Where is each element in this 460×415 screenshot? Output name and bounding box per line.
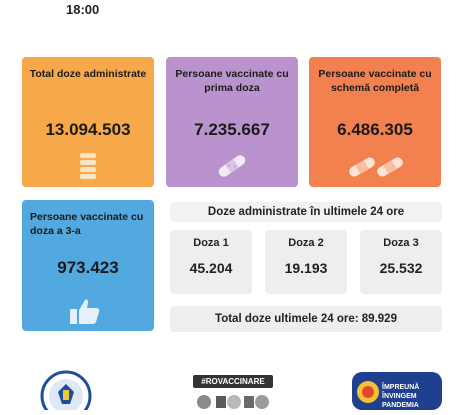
total-last24h: Total doze ultimele 24 ore: 89.929 [170,306,442,332]
first-dose-value: 7.235.667 [194,120,270,139]
government-seal-logo [40,370,92,415]
third-dose-label: Persoane vaccinate cu doza a 3-a [30,211,144,237]
campaign-tag: #ROVACCINARE [193,375,273,388]
double-bandage-icon [347,153,405,186]
thumbs-up-icon [68,296,102,331]
dose-2-value: 19.193 [284,260,328,276]
badge-line-2: ÎNVINGEM [382,393,417,400]
dose-2-label: Doza 2 [288,237,324,249]
dose-1-value: 45.204 [189,260,233,276]
last24h-title: Doze administrate în ultimele 24 ore [170,202,442,222]
dose-1-box: Doza 1 45.204 [170,230,252,294]
total-doses-label: Total doze administrate [29,68,147,80]
full-schema-card: Persoane vaccinate cu schemă completă 6.… [309,57,441,187]
first-dose-card: Persoane vaccinate cu prima doza 7.235.6… [166,57,298,187]
update-time: 18:00 [66,2,100,17]
dose-3-box: Doza 3 25.532 [360,230,442,294]
dose-1-label: Doza 1 [193,237,229,249]
third-dose-value: 973.423 [57,258,119,277]
dose-3-value: 25.532 [379,260,423,276]
dose-2-box: Doza 2 19.193 [265,230,347,294]
campaign-badge-logo [352,372,442,415]
vial-stack-icon [78,151,98,186]
first-dose-label: Persoane vaccinate cu prima doza [175,68,289,94]
total-doses-value: 13.094.503 [45,120,131,139]
badge-line-1: ÎMPREUNĂ [382,384,420,391]
third-dose-card: Persoane vaccinate cu doza a 3-a 973.423 [22,200,154,331]
full-schema-label: Persoane vaccinate cu schemă completă [318,68,432,94]
full-schema-value: 6.486.305 [337,120,413,139]
rovaccinare-emblem-icon [190,390,276,415]
badge-line-3: PANDEMIA [382,402,419,409]
dose-3-label: Doza 3 [383,237,419,249]
total-doses-card: Total doze administrate 13.094.503 [22,57,154,187]
bandage-icon [216,153,248,184]
